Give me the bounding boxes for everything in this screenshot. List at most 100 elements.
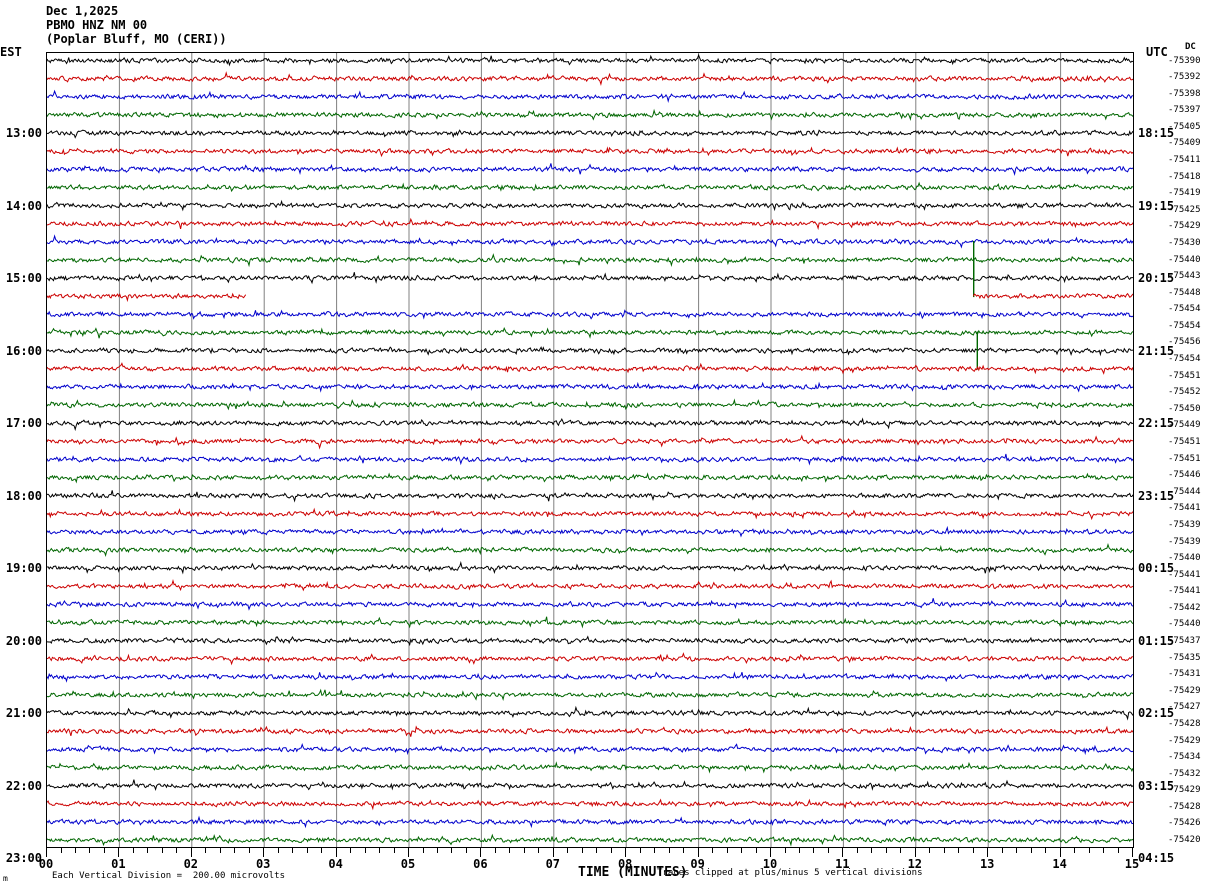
header-station: PBMO HNZ NM 00	[46, 18, 148, 32]
x-axis-minor-tick	[422, 848, 424, 853]
seismogram-trace	[47, 616, 1133, 629]
dc-offset-label: -75419	[1168, 188, 1201, 199]
dc-offset-label: -75432	[1168, 768, 1201, 779]
x-axis-minor-tick	[219, 848, 221, 853]
x-axis-major-tick	[914, 848, 916, 857]
seismogram-trace	[47, 217, 1133, 231]
x-axis-tick-label: 11	[835, 857, 850, 871]
x-axis-minor-tick	[1001, 848, 1003, 853]
x-axis-minor-tick	[755, 848, 757, 853]
dc-offset-label: -75405	[1168, 121, 1201, 132]
x-axis-minor-tick	[929, 848, 931, 853]
x-axis-major-tick	[552, 848, 554, 857]
x-axis-major-tick	[987, 848, 989, 857]
left-time-label: 17:00	[5, 416, 42, 431]
x-axis-minor-tick	[784, 848, 786, 853]
seismogram-trace	[47, 327, 1133, 339]
dc-offset-label: -75411	[1168, 155, 1201, 165]
seismogram-trace	[47, 181, 1133, 193]
seismogram-trace	[47, 635, 1133, 646]
left-time-label: 23:00	[5, 851, 42, 866]
x-axis-minor-tick	[1088, 848, 1090, 853]
seismogram-trace	[47, 578, 1133, 592]
right-time-label: 22:15	[1138, 416, 1175, 431]
dc-offset-label: -75429	[1168, 685, 1201, 696]
x-axis-tick-label: 14	[1052, 857, 1067, 871]
right-time-label: 20:15	[1138, 271, 1175, 285]
seismogram-trace	[47, 472, 1133, 484]
dc-offset-label: -75454	[1168, 354, 1201, 364]
x-axis-minor-tick	[161, 848, 163, 853]
dc-offset-label: -75443	[1168, 271, 1201, 282]
x-axis-tick-label: 01	[111, 857, 126, 871]
dc-offset-label: -75430	[1168, 237, 1201, 248]
seismogram-trace	[47, 815, 1133, 829]
x-axis-minor-tick	[567, 848, 569, 853]
x-axis-minor-tick	[494, 848, 496, 853]
dc-offset-label: -75428	[1168, 801, 1201, 812]
dc-offset-label: -75429	[1168, 785, 1201, 796]
x-axis-minor-tick	[1045, 848, 1047, 853]
dc-offset-label: -75429	[1168, 735, 1201, 746]
dc-offset-label: -75390	[1168, 55, 1201, 66]
right-time-label: 19:15	[1138, 198, 1175, 213]
x-axis-minor-tick	[972, 848, 974, 853]
seismogram-trace	[47, 688, 1133, 701]
seismogram-trace	[47, 525, 1133, 538]
x-axis-tick-label: 07	[545, 857, 561, 871]
x-axis-ticks	[46, 848, 1134, 858]
left-time-label: 13:00	[5, 126, 42, 140]
x-axis-minor-tick	[350, 848, 352, 853]
x-axis-minor-tick	[89, 848, 91, 853]
dc-offset-label: -75409	[1168, 138, 1201, 149]
x-axis-minor-tick	[581, 848, 583, 853]
x-axis-minor-tick	[741, 848, 742, 853]
seismogram-trace	[972, 292, 1133, 300]
right-time-label: 18:15	[1138, 126, 1175, 140]
dc-offset-label: -75431	[1168, 669, 1201, 680]
left-time-label: 18:00	[5, 488, 42, 503]
right-time-label: 04:15	[1138, 851, 1175, 866]
seismogram-trace	[47, 381, 1133, 393]
dc-offset-label: -75392	[1168, 72, 1201, 83]
x-axis-major-tick	[842, 848, 844, 857]
x-axis-minor-tick	[799, 848, 800, 853]
x-axis-major-tick	[697, 848, 699, 857]
x-axis-tick-label: 03	[255, 857, 271, 871]
x-axis-minor-tick	[1030, 848, 1032, 853]
helicorder-plot-area	[46, 52, 1134, 848]
x-axis-major-tick	[480, 848, 482, 857]
seismogram-trace	[47, 292, 247, 303]
x-axis-minor-tick	[132, 848, 134, 853]
x-axis-minor-tick	[60, 848, 62, 853]
right-time-label: 02:15	[1138, 706, 1175, 721]
right-time-label: 00:15	[1138, 561, 1175, 576]
x-axis-minor-tick	[1117, 848, 1119, 853]
seismogram-trace	[47, 417, 1133, 432]
left-time-label: 21:00	[5, 706, 42, 721]
x-axis-tick-label: 13	[979, 857, 995, 871]
dc-offset-label: -75418	[1168, 171, 1201, 182]
x-axis-minor-tick	[900, 848, 902, 853]
x-axis-tick-label: 04	[328, 857, 343, 871]
dc-offset-label: -75456	[1168, 337, 1201, 348]
x-axis-minor-tick	[393, 848, 395, 853]
x-axis-minor-tick	[321, 848, 323, 853]
corner-marker: m	[3, 874, 8, 883]
right-time-label: 03:15	[1138, 778, 1175, 793]
dc-offset-label: -75426	[1168, 818, 1201, 829]
x-axis-minor-tick	[306, 848, 308, 853]
dc-offset-label: -75440	[1168, 553, 1201, 564]
seismogram-trace	[47, 742, 1133, 756]
seismogram-trace	[47, 346, 1133, 357]
seismogram-trace	[47, 146, 1133, 158]
x-axis-minor-tick	[437, 848, 438, 853]
left-time-label: 16:00	[5, 343, 42, 358]
x-axis-minor-tick	[205, 848, 207, 853]
x-axis-minor-tick	[1074, 848, 1076, 853]
left-time-label: 15:00	[5, 271, 42, 285]
x-axis-minor-tick	[654, 848, 656, 853]
dc-offset-label: -75441	[1168, 586, 1201, 597]
dc-offset-label: -75439	[1168, 519, 1201, 530]
x-axis-minor-tick	[538, 848, 540, 853]
